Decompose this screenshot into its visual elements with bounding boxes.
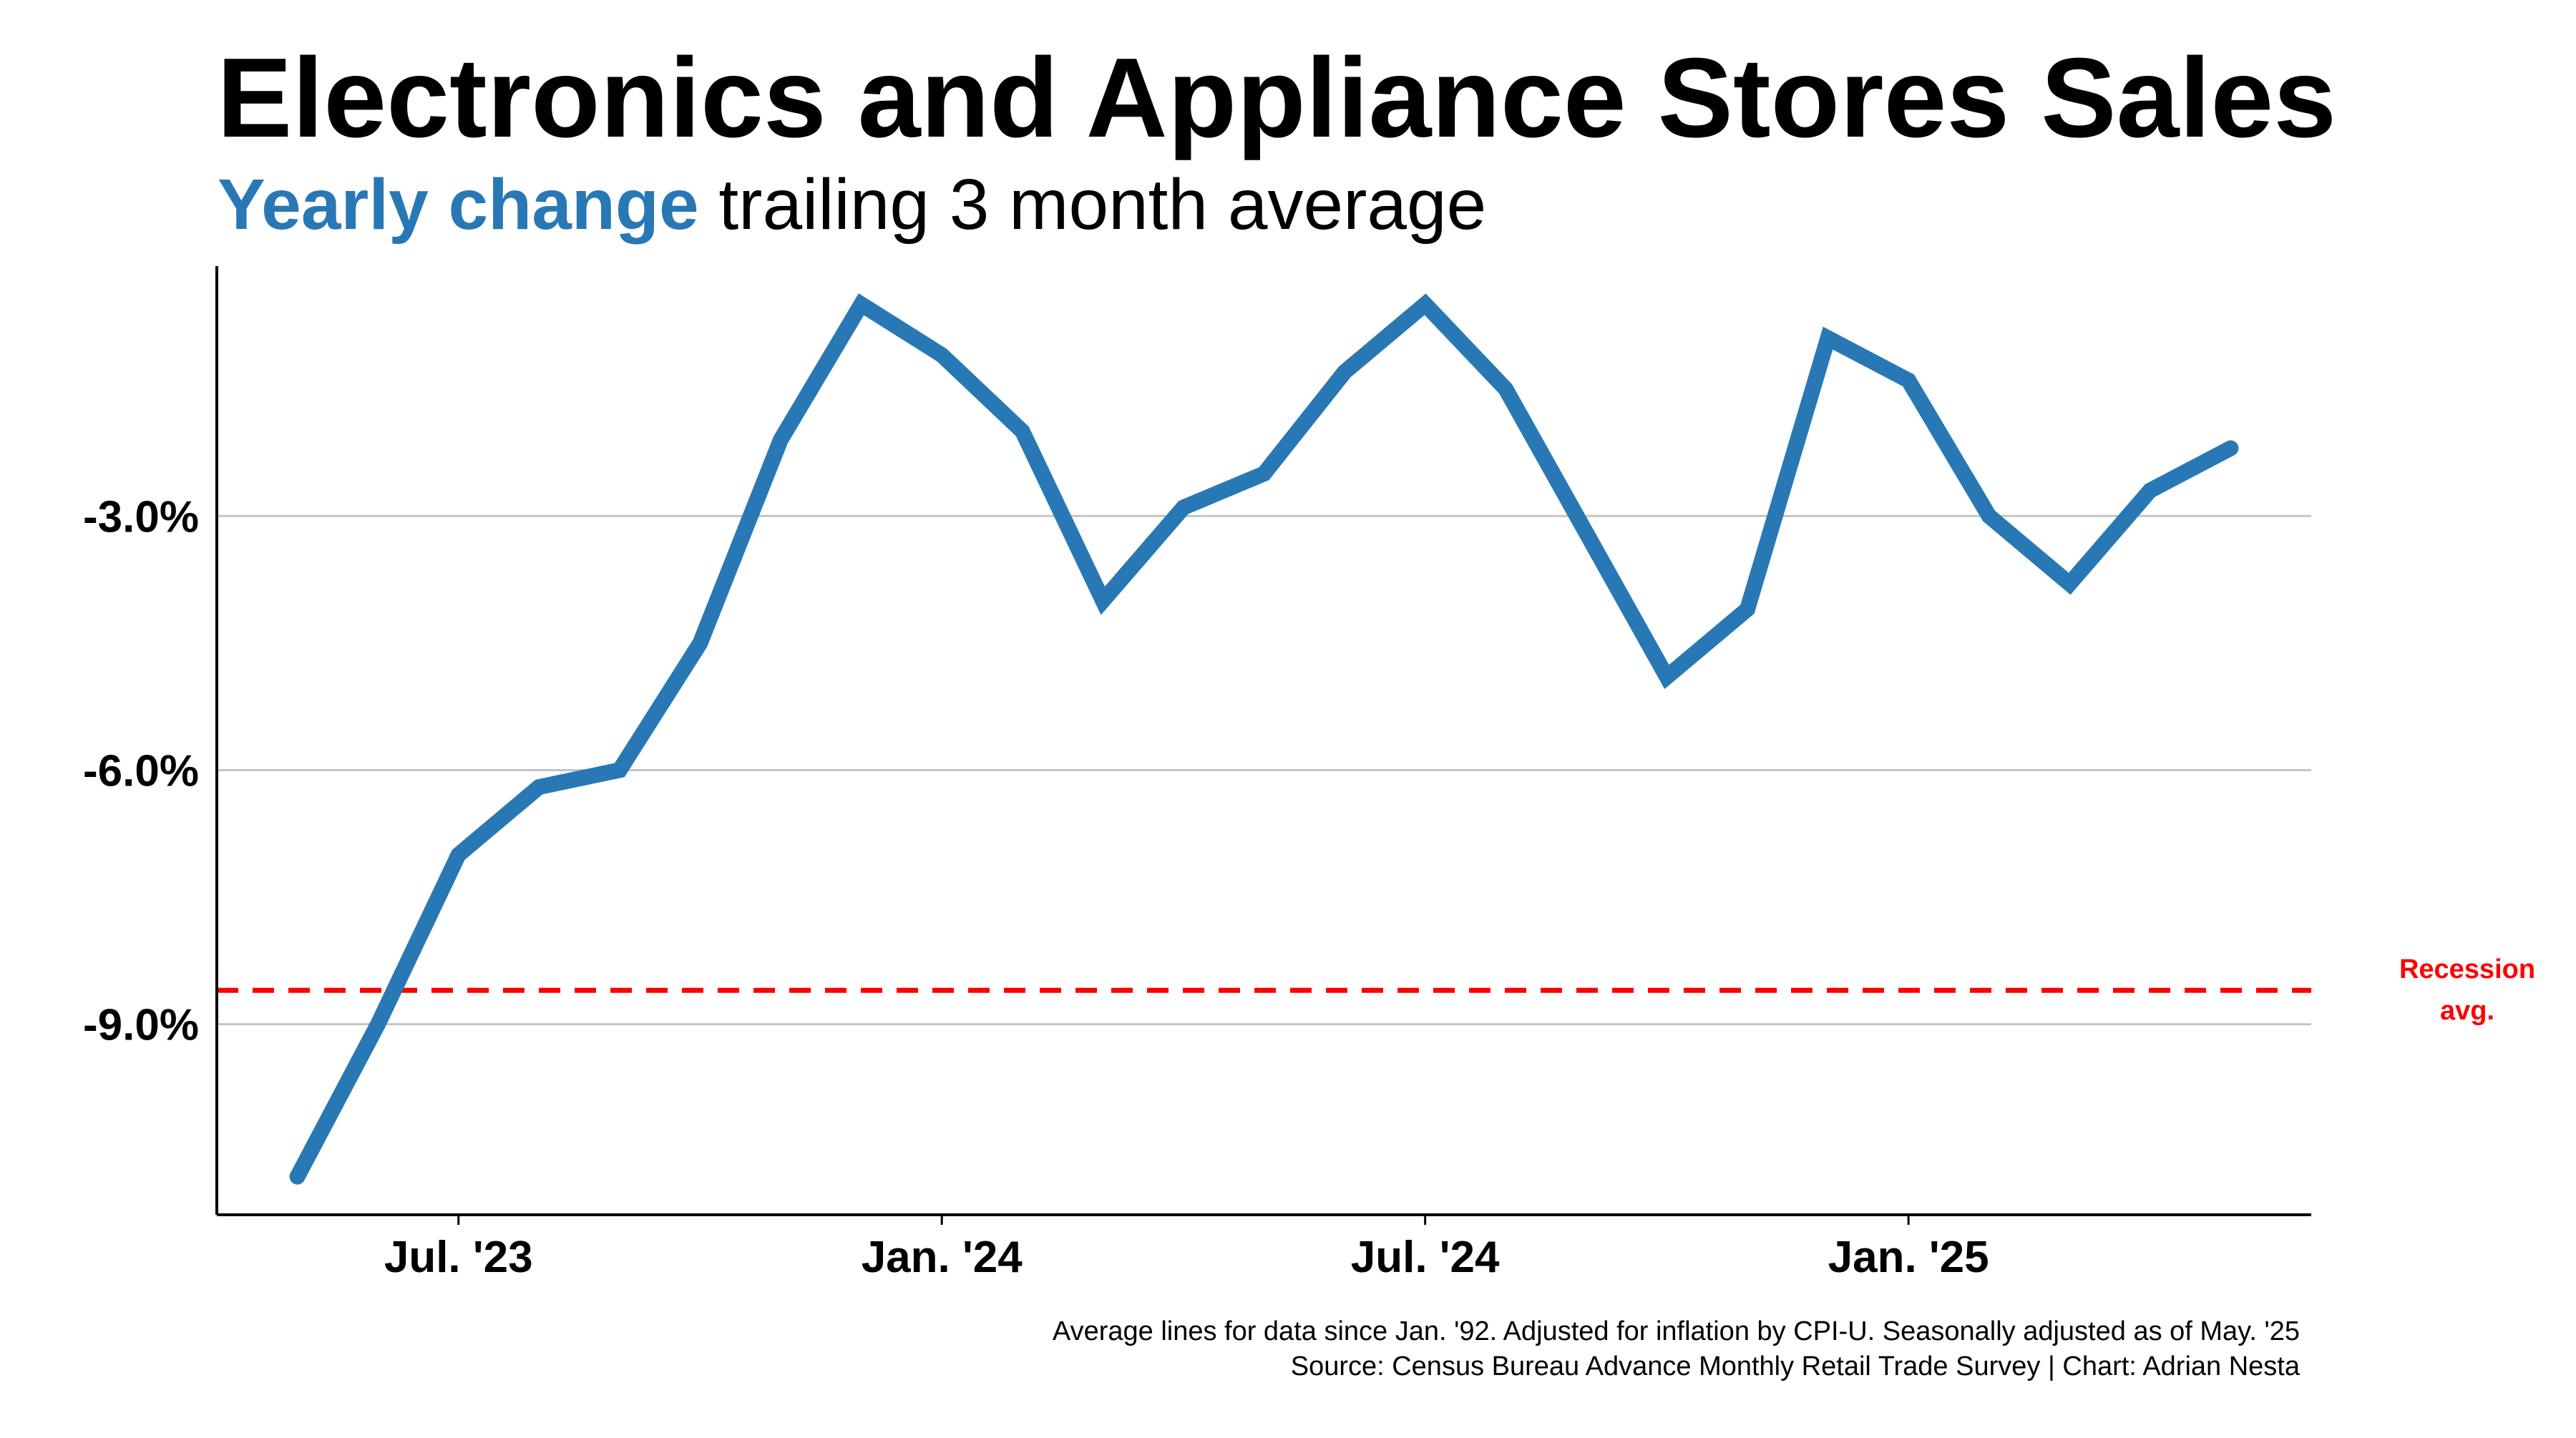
recession-avg-label: Recession [2399,954,2535,984]
recession-avg-label-line2: avg. [2440,996,2494,1026]
series-lines [289,293,2239,1185]
footnote-source: Source: Census Bureau Advance Monthly Re… [1290,1351,2300,1381]
footnote-methodology: Average lines for data since Jan. '92. A… [1052,1316,2300,1346]
chart-title: Electronics and Appliance Stores Sales [217,35,2337,161]
chart-subtitle: Yearly change trailing 3 month average [218,169,1486,240]
y-tick-label: -6.0% [83,746,199,796]
y-tick-label: -9.0% [83,1001,199,1050]
tick-labels: -3.0% -6.0% -9.0% Jul. '23 Jan. '24 Jul. '24 J… [83,492,1989,1282]
x-tick-label: Jul. '24 [1351,1233,1500,1282]
gridlines [217,514,2311,1026]
x-tick-label: Jan. '25 [1828,1233,1989,1282]
subtitle-accent: Yearly change [218,165,699,245]
y-tick-label: -3.0% [83,492,199,542]
axes [215,266,2311,1225]
series-line [289,293,2239,1185]
reference-lines: Recession avg. [217,954,2535,1026]
x-tick-label: Jan. '24 [862,1233,1023,1282]
x-tick-label: Jul. '23 [384,1233,533,1282]
subtitle-rest: trailing 3 month average [698,165,1487,245]
